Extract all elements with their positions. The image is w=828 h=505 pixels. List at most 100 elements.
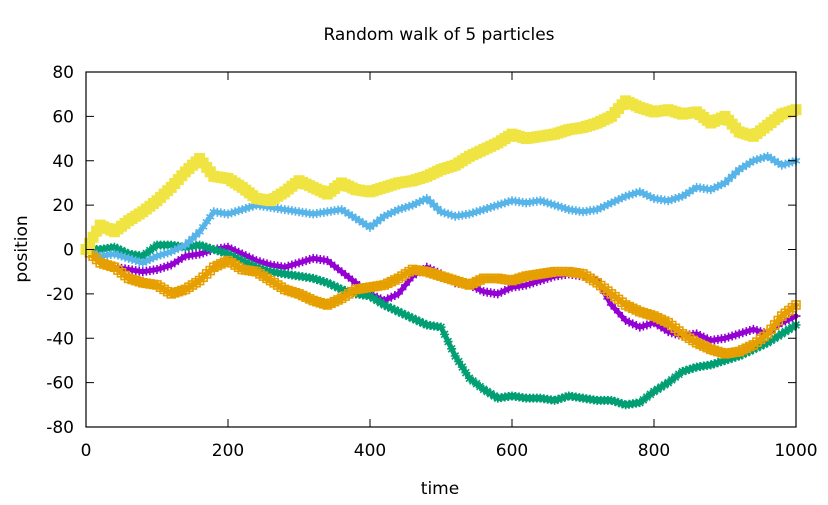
- data-point: [660, 380, 670, 390]
- data-point: [244, 259, 254, 269]
- series-3: [81, 151, 801, 268]
- y-tick-label: -80: [46, 418, 74, 438]
- data-point: [706, 360, 716, 370]
- series-4: [81, 244, 801, 359]
- data-point: [731, 168, 740, 178]
- data-point: [365, 291, 375, 301]
- data-point: [84, 237, 96, 249]
- data-point: [713, 358, 723, 368]
- y-tick-label: -40: [46, 329, 74, 349]
- data-point: [188, 233, 197, 243]
- data-point: [230, 252, 240, 262]
- data-point: [422, 193, 432, 203]
- data-point: [550, 395, 560, 405]
- data-point: [262, 266, 272, 276]
- y-axis-label: position: [12, 215, 32, 282]
- data-point: [91, 225, 103, 237]
- x-tick-label: 200: [212, 441, 244, 461]
- data-point: [614, 398, 623, 408]
- data-point: [727, 353, 737, 363]
- data-point: [454, 357, 464, 367]
- data-point: [109, 242, 119, 252]
- y-tick-label: 60: [52, 107, 74, 127]
- data-point: [181, 240, 190, 250]
- data-point: [113, 244, 123, 254]
- data-point: [404, 312, 414, 322]
- data-point: [337, 284, 347, 294]
- chart-title: Random walk of 5 particles: [323, 25, 554, 45]
- data-point: [397, 308, 407, 318]
- data-point: [685, 364, 694, 374]
- data-point: [766, 335, 776, 345]
- data-point: [117, 246, 126, 256]
- data-point: [617, 399, 627, 409]
- data-point: [433, 203, 442, 213]
- x-tick-label: 400: [354, 441, 386, 461]
- data-point: [393, 307, 403, 317]
- data-point: [383, 302, 393, 312]
- data-point: [234, 254, 244, 264]
- data-point: [724, 354, 734, 364]
- data-point: [202, 242, 212, 252]
- data-point: [401, 310, 410, 320]
- data-point: [198, 241, 208, 251]
- data-point: [482, 387, 492, 396]
- data-point: [415, 317, 425, 327]
- data-point: [720, 355, 730, 365]
- data-point: [184, 237, 194, 247]
- data-point: [450, 351, 460, 361]
- data-point: [241, 257, 251, 267]
- y-tick-label: 40: [52, 152, 74, 172]
- data-point: [237, 256, 247, 266]
- data-point: [681, 365, 691, 375]
- data-point: [720, 178, 730, 188]
- data-point: [724, 175, 733, 185]
- data-point: [379, 300, 389, 310]
- data-point: [440, 329, 450, 339]
- data-point: [212, 246, 222, 256]
- series-5: [80, 95, 802, 255]
- data-point: [649, 387, 659, 396]
- data-point: [390, 305, 400, 315]
- data-point: [315, 276, 325, 286]
- data-point: [486, 389, 496, 399]
- y-tick-label: -60: [46, 374, 74, 394]
- data-point: [716, 357, 726, 367]
- data-point: [205, 243, 215, 253]
- data-point: [560, 392, 570, 402]
- data-point: [191, 230, 201, 240]
- data-point: [688, 363, 698, 373]
- tick-layer: 0 200 400 600 800 1000 -80 -60 -40 -20 0 20 40 60 80: [46, 63, 817, 461]
- data-point: [219, 248, 229, 258]
- data-point: [369, 293, 379, 303]
- y-tick-label: 20: [52, 196, 74, 216]
- series-2: [81, 240, 801, 410]
- x-axis-label: time: [421, 479, 459, 499]
- data-point: [780, 327, 790, 337]
- data-point: [677, 367, 687, 377]
- data-point: [386, 303, 396, 313]
- data-point: [777, 329, 787, 339]
- data-point: [784, 324, 794, 334]
- x-tick-label: 600: [496, 441, 528, 461]
- y-tick-label: 0: [63, 241, 74, 261]
- data-point: [553, 394, 563, 404]
- data-point: [209, 245, 219, 254]
- data-point: [770, 333, 780, 343]
- data-point: [436, 322, 446, 332]
- data-point: [479, 384, 489, 394]
- y-tick-label: -20: [46, 285, 74, 305]
- data-point: [787, 322, 797, 332]
- data-point: [656, 382, 666, 392]
- x-tick-label: 0: [81, 441, 92, 461]
- series-layer: [80, 95, 802, 410]
- data-point: [227, 251, 237, 261]
- data-point: [759, 339, 769, 349]
- data-point: [653, 384, 663, 394]
- data-point: [461, 368, 471, 378]
- data-point: [372, 296, 382, 306]
- y-tick-label: 80: [52, 63, 74, 83]
- x-tick-label: 800: [638, 441, 670, 461]
- data-point: [87, 231, 99, 243]
